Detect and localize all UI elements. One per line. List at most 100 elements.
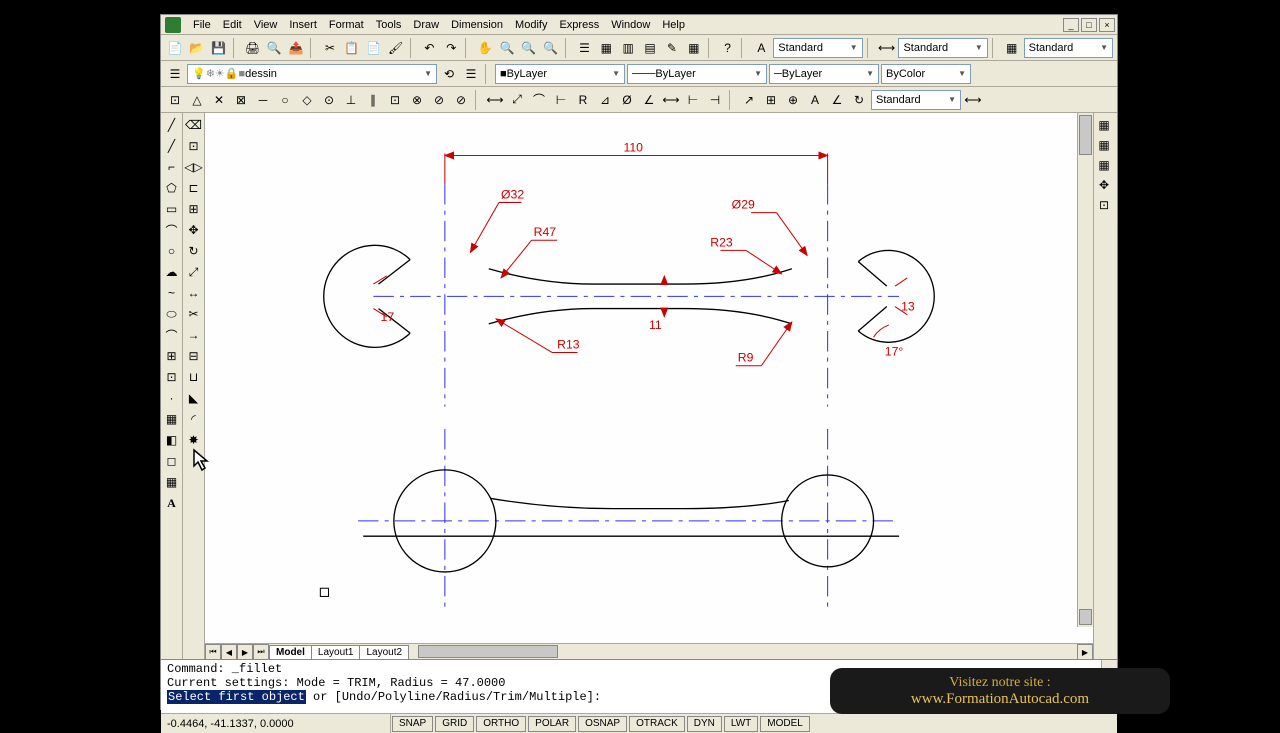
dim-diameter-icon[interactable]: Ø <box>617 90 637 110</box>
stretch-icon[interactable]: ↔ <box>184 283 204 303</box>
ellipse-icon[interactable]: ⬭ <box>162 304 182 324</box>
new-icon[interactable]: 📄 <box>165 38 185 58</box>
layer-prev-icon[interactable]: ⟲ <box>439 64 459 84</box>
array-icon[interactable]: ⊞ <box>184 199 204 219</box>
menu-tools[interactable]: Tools <box>370 17 408 33</box>
snap-node-icon[interactable]: ⊗ <box>407 90 427 110</box>
table-style-dropdown[interactable]: Standard▼ <box>1024 38 1113 58</box>
layer-states-icon[interactable]: ☰ <box>461 64 481 84</box>
match-icon[interactable]: 🖌 <box>386 38 406 58</box>
undo-icon[interactable]: ↶ <box>419 38 439 58</box>
copy-obj-icon[interactable]: ⊡ <box>184 136 204 156</box>
menu-file[interactable]: File <box>187 17 217 33</box>
maximize-button[interactable]: □ <box>1081 18 1097 32</box>
hatch-icon[interactable]: ▦ <box>162 409 182 429</box>
hscroll-right-icon[interactable]: ▶ <box>1077 644 1093 660</box>
circle-icon[interactable]: ○ <box>162 241 182 261</box>
lineweight-dropdown[interactable]: ─ ByLayer▼ <box>769 64 879 84</box>
menu-express[interactable]: Express <box>553 17 605 33</box>
pan-icon[interactable]: ✋ <box>475 38 495 58</box>
dim-leader-icon[interactable]: ↗ <box>739 90 759 110</box>
spline-icon[interactable]: ~ <box>162 283 182 303</box>
menu-view[interactable]: View <box>248 17 284 33</box>
save-icon[interactable]: 💾 <box>209 38 229 58</box>
snap-center-icon[interactable]: ○ <box>275 90 295 110</box>
color-dropdown[interactable]: ■ ByLayer▼ <box>495 64 625 84</box>
linetype-dropdown[interactable]: ─── ByLayer▼ <box>627 64 767 84</box>
dim-update-icon[interactable]: ↻ <box>849 90 869 110</box>
ellipse-arc-icon[interactable]: ⌒ <box>162 325 182 345</box>
dim-ordinate-icon[interactable]: ⊢ <box>551 90 571 110</box>
tp-icon5[interactable]: ⊡ <box>1094 195 1114 215</box>
menu-window[interactable]: Window <box>605 17 656 33</box>
table-icon[interactable]: ▦ <box>162 472 182 492</box>
gradient-icon[interactable]: ◧ <box>162 430 182 450</box>
close-button[interactable]: × <box>1099 18 1115 32</box>
dim-edit-icon[interactable]: A <box>805 90 825 110</box>
arc-icon[interactable]: ⌒ <box>162 220 182 240</box>
polyline-icon[interactable]: ⌐ <box>162 157 182 177</box>
mode-grid[interactable]: GRID <box>435 716 474 732</box>
markup-icon[interactable]: ✎ <box>662 38 682 58</box>
block-make-icon[interactable]: ⊡ <box>162 367 182 387</box>
properties-icon[interactable]: ☰ <box>575 38 595 58</box>
layer-dropdown[interactable]: 💡❄☀🔒■ dessin▼ <box>187 64 437 84</box>
explode-icon[interactable]: ✸ <box>184 430 204 450</box>
dim-baseline-icon[interactable]: ⊢ <box>683 90 703 110</box>
minimize-button[interactable]: _ <box>1063 18 1079 32</box>
dim-angular-icon[interactable]: ∠ <box>639 90 659 110</box>
zoom-prev-icon[interactable]: 🔍 <box>541 38 561 58</box>
tab-prev-icon[interactable]: ◀ <box>221 644 237 660</box>
horizontal-scrollbar[interactable] <box>416 644 1077 659</box>
tab-next-icon[interactable]: ▶ <box>237 644 253 660</box>
menu-insert[interactable]: Insert <box>283 17 323 33</box>
plot-preview-icon[interactable]: 🔍 <box>264 38 284 58</box>
table-style-icon[interactable]: ▦ <box>1002 38 1022 58</box>
paste-icon[interactable]: 📄 <box>364 38 384 58</box>
dim-style-icon[interactable]: ⟷ <box>877 38 897 58</box>
tp-icon3[interactable]: ▦ <box>1094 155 1114 175</box>
redo-icon[interactable]: ↷ <box>441 38 461 58</box>
dim-tolerance-icon[interactable]: ⊞ <box>761 90 781 110</box>
tp-icon1[interactable]: ▦ <box>1094 115 1114 135</box>
erase-icon[interactable]: ⌫ <box>184 115 204 135</box>
mirror-icon[interactable]: ◁▷ <box>184 157 204 177</box>
cut-icon[interactable]: ✂ <box>320 38 340 58</box>
dim-tedit-icon[interactable]: ∠ <box>827 90 847 110</box>
scroll-thumb[interactable] <box>1079 115 1092 155</box>
snap-perp-icon[interactable]: ⊥ <box>341 90 361 110</box>
snap-intersect-icon[interactable]: ✕ <box>209 90 229 110</box>
dim-linear-icon[interactable]: ⟷ <box>485 90 505 110</box>
drawing-canvas[interactable]: 110 Ø32 R47 Ø29 R23 <box>205 113 1093 643</box>
xline-icon[interactable]: ╱ <box>162 136 182 156</box>
tab-layout2[interactable]: Layout2 <box>359 645 409 659</box>
dim-center-icon[interactable]: ⊕ <box>783 90 803 110</box>
dim-arc-icon[interactable]: ⌒ <box>529 90 549 110</box>
chamfer-icon[interactable]: ◣ <box>184 388 204 408</box>
mtext-icon[interactable]: A <box>162 493 182 513</box>
rectangle-icon[interactable]: ▭ <box>162 199 182 219</box>
snap-endpoint-icon[interactable]: ⊡ <box>165 90 185 110</box>
snap-midpoint-icon[interactable]: △ <box>187 90 207 110</box>
menu-modify[interactable]: Modify <box>509 17 553 33</box>
mode-otrack[interactable]: OTRACK <box>629 716 685 732</box>
scroll-down-icon[interactable] <box>1079 609 1092 625</box>
mode-dyn[interactable]: DYN <box>687 716 722 732</box>
tab-model[interactable]: Model <box>269 645 312 659</box>
line-icon[interactable]: ╱ <box>162 115 182 135</box>
tool-palette-icon[interactable]: ▥ <box>618 38 638 58</box>
tp-icon4[interactable]: ✥ <box>1094 175 1114 195</box>
break-icon[interactable]: ⊟ <box>184 346 204 366</box>
tab-first-icon[interactable]: ⏮ <box>205 644 221 660</box>
copy-icon[interactable]: 📋 <box>342 38 362 58</box>
polygon-icon[interactable]: ⬠ <box>162 178 182 198</box>
mode-snap[interactable]: SNAP <box>392 716 433 732</box>
print-icon[interactable]: 🖨 <box>243 38 263 58</box>
dim-jogged-icon[interactable]: ⊿ <box>595 90 615 110</box>
revcloud-icon[interactable]: ☁ <box>162 262 182 282</box>
offset-icon[interactable]: ⊏ <box>184 178 204 198</box>
publish-icon[interactable]: 📤 <box>286 38 306 58</box>
zoom-realtime-icon[interactable]: 🔍 <box>497 38 517 58</box>
design-center-icon[interactable]: ▦ <box>596 38 616 58</box>
snap-nearest-icon[interactable]: ⊘ <box>429 90 449 110</box>
